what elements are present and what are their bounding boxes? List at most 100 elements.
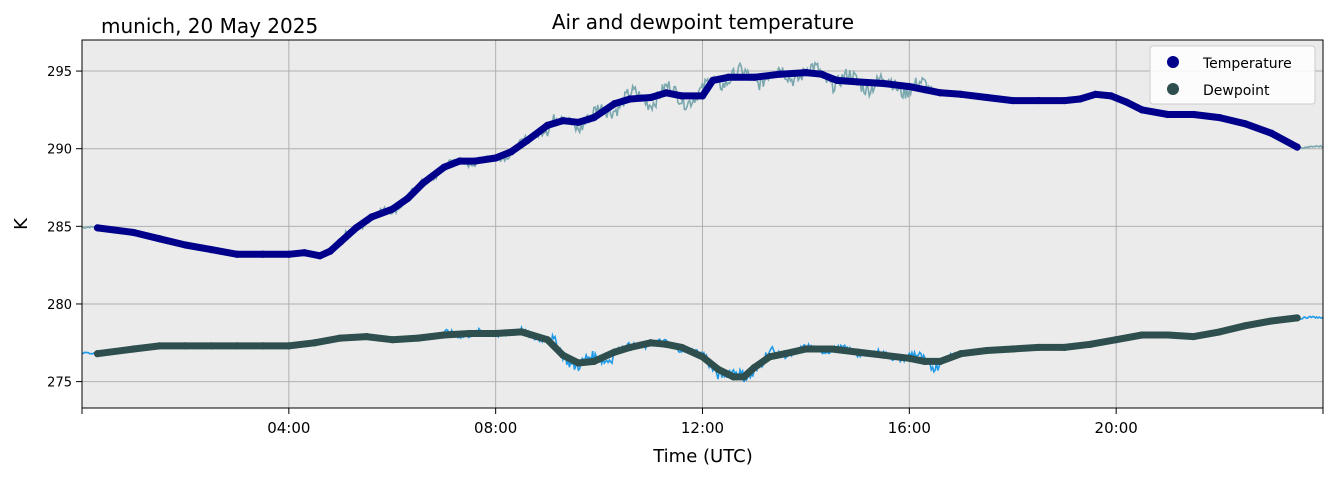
data-point-temperature (1107, 92, 1115, 100)
data-point-temperature (833, 76, 841, 84)
data-point-temperature (1060, 96, 1069, 105)
legend-marker-dewpoint (1167, 83, 1179, 95)
data-point-temperature (590, 114, 598, 122)
data-point-temperature (388, 205, 396, 213)
data-point-temperature (1293, 143, 1301, 151)
x-tick-label: 04:00 (267, 419, 310, 437)
data-point-temperature (854, 78, 862, 86)
data-point-dewpoint (517, 328, 526, 336)
data-point-dewpoint (1241, 322, 1250, 330)
data-point-dewpoint (492, 329, 500, 338)
data-point-dewpoint (543, 336, 551, 344)
data-point-temperature (709, 76, 717, 84)
data-point-dewpoint (647, 339, 655, 347)
data-point-dewpoint (590, 357, 598, 366)
data-point-temperature (404, 194, 412, 202)
data-point-dewpoint (921, 357, 929, 366)
data-point-dewpoint (1086, 340, 1094, 348)
data-point-temperature (1241, 120, 1250, 128)
data-point-dewpoint (957, 350, 965, 358)
data-point-temperature (698, 92, 707, 100)
data-point-dewpoint (414, 334, 422, 342)
data-point-temperature (181, 241, 190, 249)
data-point-dewpoint (207, 342, 215, 350)
data-point-temperature (1138, 106, 1146, 114)
data-point-temperature (259, 250, 267, 258)
data-point-temperature (626, 95, 634, 103)
data-point-temperature (233, 250, 241, 258)
data-point-dewpoint (905, 354, 913, 362)
data-point-temperature (207, 246, 215, 254)
data-point-temperature (776, 70, 784, 78)
data-point-temperature (336, 238, 345, 246)
data-point-dewpoint (1060, 343, 1069, 352)
data-point-temperature (155, 235, 164, 243)
data-point-dewpoint (828, 345, 836, 353)
data-point-dewpoint (740, 373, 748, 381)
data-point-temperature (921, 86, 929, 94)
data-point-temperature (678, 92, 686, 100)
data-point-dewpoint (155, 342, 164, 350)
y-axis-label: K (11, 217, 32, 230)
data-point-temperature (285, 250, 293, 258)
data-point-temperature (802, 69, 810, 77)
y-tick-label: 275 (47, 376, 72, 391)
y-tick-label: 285 (47, 220, 72, 235)
data-point-temperature (440, 163, 448, 171)
data-point-dewpoint (440, 331, 448, 339)
data-point-temperature (724, 73, 732, 81)
data-point-temperature (523, 137, 531, 145)
data-point-dewpoint (336, 334, 345, 342)
data-point-temperature (1164, 110, 1172, 119)
data-point-temperature (610, 100, 619, 108)
data-point-dewpoint (130, 345, 138, 353)
data-point-dewpoint (662, 340, 670, 348)
data-point-dewpoint (766, 353, 774, 361)
data-point-dewpoint (233, 342, 241, 350)
data-point-dewpoint (1215, 328, 1224, 336)
data-point-dewpoint (854, 348, 862, 356)
data-point-dewpoint (698, 353, 707, 361)
data-point-temperature (1215, 114, 1224, 122)
data-point-temperature (300, 249, 308, 257)
data-point-temperature (559, 117, 567, 125)
data-point-dewpoint (729, 373, 738, 381)
data-point-temperature (492, 154, 500, 162)
data-point-dewpoint (802, 345, 810, 353)
data-point-temperature (1091, 90, 1100, 98)
data-point-dewpoint (1138, 331, 1146, 339)
x-tick-label: 20:00 (1095, 419, 1138, 437)
data-point-dewpoint (574, 359, 583, 367)
data-point-temperature (455, 157, 464, 165)
data-point-dewpoint (714, 365, 722, 373)
data-point-dewpoint (362, 332, 370, 341)
x-axis-label: Time (UTC) (652, 446, 753, 467)
data-point-dewpoint (626, 343, 634, 352)
data-point-dewpoint (181, 342, 190, 350)
data-point-temperature (936, 89, 944, 97)
data-point-temperature (905, 82, 913, 91)
data-point-temperature (1122, 98, 1131, 106)
data-point-dewpoint (678, 343, 686, 352)
data-point-dewpoint (610, 348, 619, 356)
data-point-dewpoint (1112, 336, 1120, 344)
data-point-temperature (130, 228, 138, 237)
y-axis: 275 280 285 290 295 (47, 65, 82, 391)
data-point-temperature (574, 118, 583, 126)
data-point-temperature (647, 93, 655, 102)
data-point-dewpoint (781, 350, 789, 358)
chart-subtitle: munich, 20 May 2025 (101, 14, 318, 38)
y-tick-label: 290 (47, 143, 72, 158)
data-point-temperature (471, 157, 479, 165)
data-point-temperature (1009, 96, 1017, 105)
data-point-dewpoint (1035, 343, 1043, 352)
data-point-temperature (326, 247, 334, 255)
data-point-dewpoint (750, 364, 758, 372)
legend: Temperature Dewpoint (1149, 45, 1316, 105)
data-point-dewpoint (388, 336, 396, 344)
data-point-dewpoint (93, 350, 102, 358)
data-point-temperature (543, 121, 551, 130)
data-point-temperature (1190, 110, 1198, 119)
data-point-temperature (93, 224, 102, 232)
